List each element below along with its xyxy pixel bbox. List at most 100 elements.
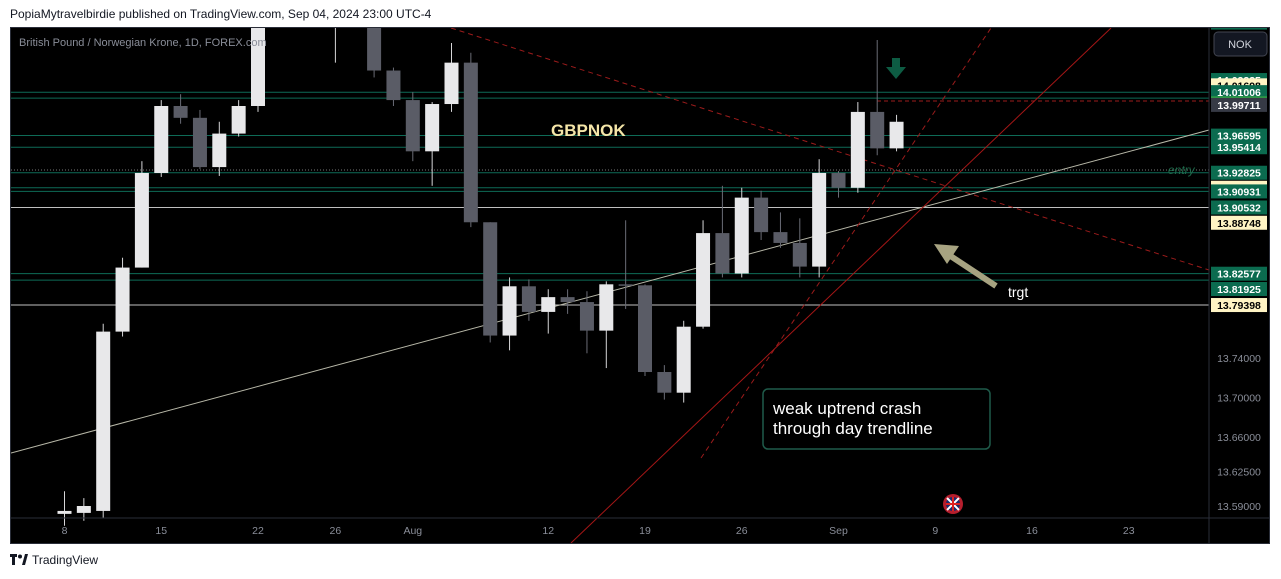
uk-flag-icon[interactable] — [943, 494, 963, 514]
candle-body-28 — [599, 284, 614, 331]
currency-badge[interactable]: NOK — [1213, 31, 1268, 57]
price-label-9: 13.92825 — [1211, 165, 1267, 180]
price-label-bg-9 — [1211, 165, 1267, 180]
candle-28 — [599, 281, 614, 369]
red-trendline — [570, 28, 1112, 543]
price-label-text-13: 13.88748 — [1217, 218, 1261, 230]
price-label-7: 13.96595 — [1211, 128, 1267, 143]
candle-body-30 — [638, 285, 652, 373]
candles — [57, 28, 904, 526]
x-tick-label-2: 22 — [252, 525, 264, 537]
candle-19 — [425, 102, 440, 186]
candle-5 — [154, 100, 169, 177]
publisher-caption: PopiaMytravelbirdie published on Trading… — [10, 7, 432, 21]
price-label-bg-16 — [1211, 298, 1267, 313]
price-label-1: 14.08066 — [1211, 28, 1267, 30]
candle-32 — [676, 320, 691, 403]
candle-body-20 — [444, 62, 459, 105]
x-tick-label-11: 23 — [1123, 525, 1135, 537]
candle-38 — [792, 218, 807, 278]
y-tick-label-2: 13.66000 — [1217, 432, 1261, 444]
price-label-text-14: 13.82577 — [1217, 269, 1261, 281]
y-tick-label-4: 13.59000 — [1217, 501, 1261, 513]
price-label-14: 13.82577 — [1211, 266, 1267, 281]
candle-body-19 — [425, 104, 440, 152]
price-label-15: 13.81925 — [1211, 282, 1267, 297]
candle-2 — [96, 323, 111, 518]
candle-body-42 — [870, 111, 885, 149]
candle-33 — [696, 220, 711, 329]
target-label: trgt — [1008, 284, 1028, 300]
candle-body-8 — [212, 133, 227, 168]
candle-body-26 — [560, 297, 575, 303]
price-label-bg-8 — [1211, 140, 1267, 155]
candle-body-34 — [715, 233, 730, 274]
candle-39 — [812, 159, 827, 278]
price-label-bg-11 — [1211, 184, 1267, 199]
candle-20 — [444, 42, 459, 112]
candle-9 — [231, 100, 246, 137]
candle-body-3 — [115, 267, 130, 332]
candle-body-1 — [76, 506, 91, 513]
tradingview-footer[interactable]: TradingView — [10, 553, 98, 567]
candle-7 — [192, 109, 207, 170]
candlestick-chart[interactable]: 14.0828614.0806614.0223514.0169814.01006… — [11, 28, 1269, 543]
candle-body-2 — [96, 331, 111, 511]
candle-body-27 — [579, 302, 594, 331]
note-line-1: weak uptrend crash — [772, 399, 921, 418]
x-tick-label-4: Aug — [403, 525, 422, 537]
candle-body-23 — [502, 286, 517, 336]
entry-label: entry — [1168, 163, 1196, 177]
note-box-bg — [762, 388, 991, 450]
target-arrow-icon — [934, 244, 998, 289]
down-arrow-icon — [886, 58, 906, 79]
price-label-12: 13.90532 — [1211, 200, 1267, 215]
candle-1 — [76, 498, 91, 521]
candle-body-25 — [541, 297, 556, 312]
price-label-text-4: 14.01006 — [1217, 87, 1261, 99]
x-tick-label-8: Sep — [829, 525, 848, 537]
candle-30 — [638, 284, 652, 376]
red-dashed-lower — [700, 28, 992, 459]
symbol-label: British Pound / Norwegian Krone, 1D, FOR… — [19, 37, 267, 49]
note-box[interactable]: weak uptrend crash through day trendline — [762, 388, 991, 450]
x-tick-label-9: 9 — [932, 525, 938, 537]
y-tick-label-1: 13.70000 — [1217, 393, 1261, 405]
chart-panel[interactable]: 14.0828614.0806614.0223514.0169814.01006… — [10, 27, 1270, 544]
note-line-2: through day trendline — [773, 419, 933, 438]
candle-body-7 — [192, 117, 207, 168]
candle-27 — [579, 291, 594, 354]
price-label-8: 13.95414 — [1211, 140, 1267, 155]
price-label-text-12: 13.90532 — [1217, 202, 1261, 214]
candle-0 — [57, 491, 72, 526]
candle-35 — [734, 187, 749, 278]
candle-34 — [715, 185, 730, 278]
price-label-6: 13.99711 — [1211, 97, 1267, 112]
x-tick-label-5: 12 — [542, 525, 554, 537]
candle-body-24 — [521, 286, 536, 312]
price-label-text-7: 13.96595 — [1217, 131, 1261, 143]
candle-body-41 — [850, 111, 865, 188]
candle-body-37 — [773, 232, 788, 243]
candle-24 — [521, 279, 536, 321]
candle-body-38 — [792, 242, 807, 267]
candle-body-33 — [696, 233, 711, 327]
x-tick-label-6: 19 — [639, 525, 651, 537]
candle-body-9 — [231, 106, 246, 134]
price-label-text-11: 13.90931 — [1217, 186, 1261, 198]
price-label-bg-12 — [1211, 200, 1267, 215]
candle-36 — [754, 190, 769, 240]
x-tick-label-1: 15 — [155, 525, 167, 537]
price-label-bg-4 — [1211, 85, 1267, 100]
candle-31 — [657, 365, 672, 400]
candle-21 — [463, 52, 478, 228]
price-label-4: 14.01006 — [1211, 85, 1267, 100]
x-tick-label-3: 26 — [330, 525, 342, 537]
candle-6 — [173, 94, 188, 124]
candle-body-6 — [173, 106, 188, 118]
price-label-text-16: 13.79398 — [1217, 300, 1261, 312]
candle-body-35 — [734, 197, 749, 274]
x-tick-label-10: 16 — [1026, 525, 1038, 537]
horizontal-levels — [11, 91, 1209, 306]
price-label-text-15: 13.81925 — [1217, 284, 1261, 296]
